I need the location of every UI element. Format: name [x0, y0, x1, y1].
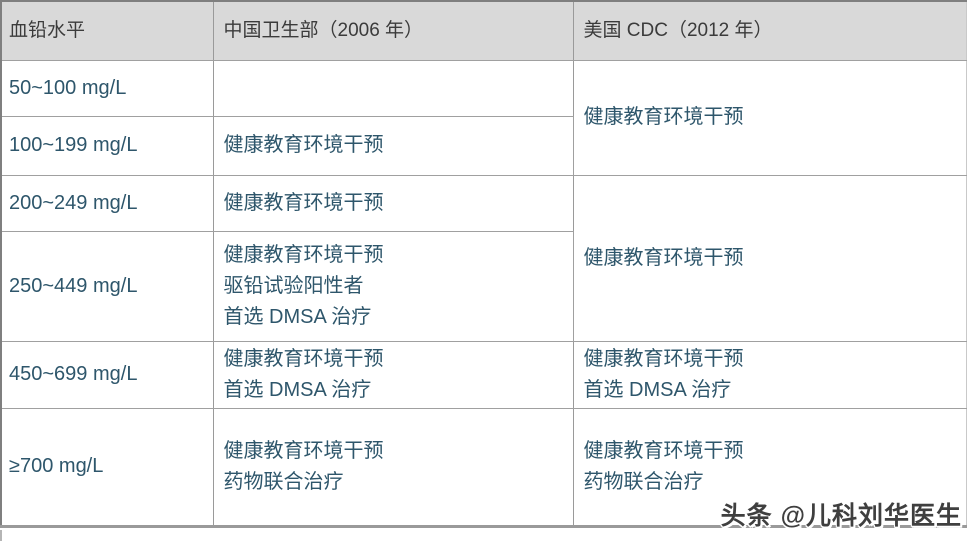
table-row: 200~249 mg/L 健康教育环境干预 健康教育环境干预 — [0, 174, 967, 342]
level-cell: 250~449 mg/L — [0, 230, 214, 342]
china-cell: 健康教育环境干预 — [212, 174, 574, 232]
china-cell-line: 健康教育环境干预 — [223, 191, 384, 214]
column-header-china-moh-2006: 中国卫生部（2006 年） — [212, 0, 574, 61]
table-row: 250~449 mg/L 健康教育环境干预 驱铅试验阳性者 首选 DMSA 治疗 — [0, 230, 966, 342]
table-header-row: 血铅水平 中国卫生部（2006 年） 美国 CDC（2012 年） — [0, 0, 967, 61]
level-cell: 450~699 mg/L — [0, 340, 214, 409]
china-cell-line: 健康教育环境干预 — [223, 439, 384, 462]
table-row: ≥700 mg/L 健康教育环境干预 药物联合治疗 健康教育环境干预 药物联合治… — [0, 407, 967, 527]
cdc-cell-line: 首选 DMSA 治疗 — [583, 378, 732, 401]
cdc-cell-line: 药物联合治疗 — [583, 470, 704, 493]
china-cell: 健康教育环境干预 首选 DMSA 治疗 — [212, 340, 574, 409]
china-cell-line: 健康教育环境干预 — [223, 134, 384, 156]
china-cell-line: 首选 DMSA 治疗 — [223, 305, 372, 328]
cdc-cell-line: 健康教育环境干预 — [583, 106, 744, 128]
cdc-cell: 健康教育环境干预 — [572, 59, 967, 176]
cdc-cell-line: 健康教育环境干预 — [583, 347, 744, 370]
china-cell-line: 健康教育环境干预 — [223, 243, 384, 266]
china-cell-line: 药物联合治疗 — [223, 470, 344, 493]
china-cell: 健康教育环境干预 驱铅试验阳性者 首选 DMSA 治疗 — [212, 230, 574, 342]
table-row: 100~199 mg/L 健康教育环境干预 — [0, 115, 966, 176]
china-cell-empty — [212, 59, 574, 117]
level-cell: 200~249 mg/L — [0, 174, 214, 232]
column-header-blood-lead-level: 血铅水平 — [0, 0, 214, 61]
toutiao-watermark: 头条 @儿科刘华医生 — [720, 502, 962, 530]
cdc-cell-line: 健康教育环境干预 — [583, 246, 744, 269]
china-cell-line: 健康教育环境干预 — [223, 347, 384, 370]
china-cell: 健康教育环境干预 — [212, 115, 574, 176]
column-header-us-cdc-2012: 美国 CDC（2012 年） — [572, 0, 967, 61]
level-cell: 100~199 mg/L — [0, 115, 214, 176]
table-row: 450~699 mg/L 健康教育环境干预 首选 DMSA 治疗 健康教育环境干… — [0, 340, 967, 409]
cdc-cell: 健康教育环境干预 首选 DMSA 治疗 — [572, 340, 967, 409]
table-row: 50~100 mg/L 健康教育环境干预 — [0, 59, 967, 176]
cdc-cell: 健康教育环境干预 药物联合治疗 — [572, 407, 967, 527]
level-cell: ≥700 mg/L — [0, 407, 214, 527]
cdc-cell: 健康教育环境干预 — [572, 174, 967, 342]
cut-off-next-table-row — [0, 530, 965, 541]
china-cell-line: 驱铅试验阳性者 — [223, 274, 364, 297]
blood-lead-guideline-table: 血铅水平 中国卫生部（2006 年） 美国 CDC（2012 年） 50~100… — [0, 0, 967, 528]
cdc-cell-line: 健康教育环境干预 — [583, 439, 744, 462]
china-cell-line: 首选 DMSA 治疗 — [223, 378, 372, 401]
china-cell: 健康教育环境干预 药物联合治疗 — [212, 407, 574, 527]
level-cell: 50~100 mg/L — [0, 59, 214, 117]
